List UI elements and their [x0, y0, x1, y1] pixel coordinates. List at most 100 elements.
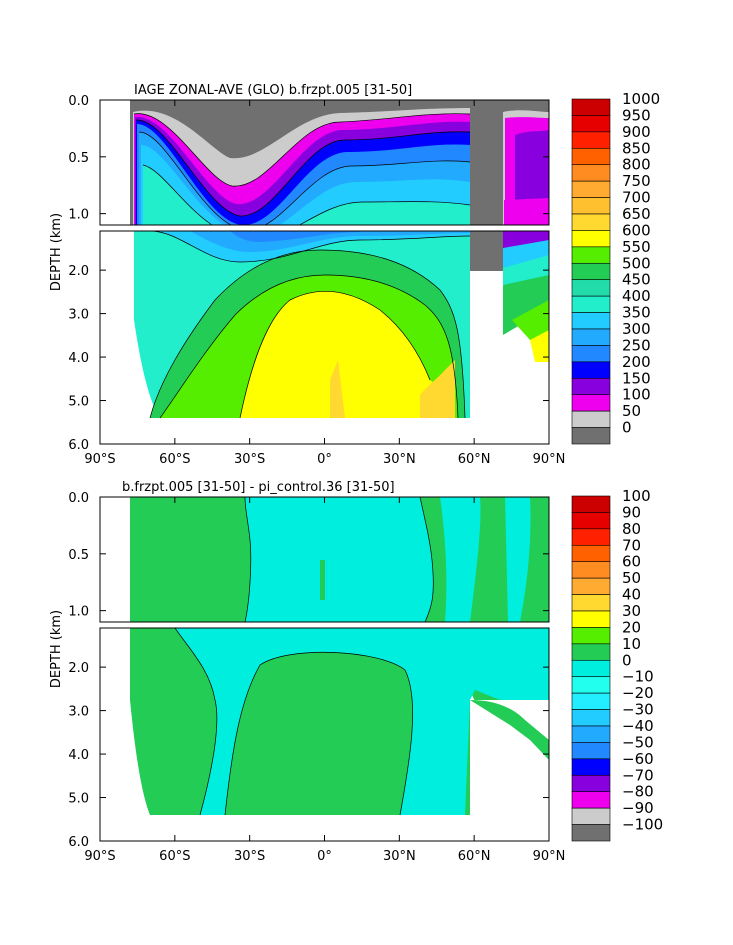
- legend-level-label: 150: [622, 369, 651, 387]
- panel-1-legend: 1000950900850800750700650600550500450400…: [571, 90, 660, 445]
- legend-level-label: −80: [622, 783, 654, 801]
- x-tick-label: 30°S: [234, 849, 265, 864]
- legend-level-label: 850: [622, 139, 651, 157]
- legend-level-label: 900: [622, 123, 651, 141]
- legend-swatch: [571, 495, 611, 513]
- x-tick-label: 60°S: [159, 452, 190, 467]
- legend-swatch: [571, 742, 611, 760]
- legend-swatch: [571, 774, 611, 793]
- legend-level-label: 50: [622, 569, 641, 587]
- legend-swatch: [571, 262, 611, 281]
- legend-level-label: 650: [622, 205, 651, 223]
- legend-swatch: [571, 345, 611, 363]
- y-tick-label: 5.0: [68, 792, 89, 807]
- legend-level-label: 300: [622, 320, 651, 338]
- y-axis-label: DEPTH (km): [49, 213, 64, 291]
- legend-level-label: 700: [622, 189, 651, 207]
- legend-swatch: [571, 147, 611, 166]
- legend-swatch: [571, 279, 611, 297]
- y-axis-label: DEPTH (km): [49, 610, 64, 688]
- legend-level-label: 450: [622, 271, 651, 289]
- legend-level-label: −10: [622, 668, 654, 686]
- panel-1-lower-field: [100, 231, 549, 444]
- x-tick-label: 0°: [317, 452, 332, 467]
- legend-level-label: 10: [622, 635, 641, 653]
- legend-level-label: 400: [622, 287, 651, 305]
- legend-level-label: 350: [622, 304, 651, 322]
- legend-level-label: 100: [622, 386, 651, 404]
- x-tick-label: 60°N: [458, 452, 491, 467]
- y-tick-label: 6.0: [68, 835, 89, 850]
- panel-2: b.frzpt.005 [31-50] - pi_control.36 [31-…: [49, 480, 663, 864]
- legend-level-label: −40: [622, 717, 654, 735]
- y-tick-label: 0.0: [68, 94, 89, 109]
- legend-level-label: 250: [622, 336, 651, 354]
- legend-level-label: 40: [622, 586, 641, 604]
- y-tick-label: 3.0: [68, 705, 89, 720]
- y-tick-label: 1.0: [68, 605, 89, 620]
- legend-swatch: [571, 577, 611, 595]
- legend-swatch: [571, 561, 611, 579]
- y-tick-label: 0.5: [68, 151, 89, 166]
- y-tick-label: 2.0: [68, 661, 89, 676]
- legend-level-label: 20: [622, 618, 641, 636]
- legend-swatch: [571, 725, 611, 743]
- legend-swatch: [571, 807, 611, 825]
- y-tick-label: 0.0: [68, 491, 89, 506]
- x-tick-label: 60°N: [458, 849, 491, 864]
- legend-level-label: 70: [622, 536, 641, 554]
- x-tick-label: 90°S: [84, 849, 115, 864]
- legend-swatch: [571, 98, 611, 116]
- legend-swatch: [571, 427, 611, 445]
- y-tick-label: 6.0: [68, 438, 89, 453]
- legend-swatch: [571, 295, 611, 313]
- x-tick-label: 90°N: [533, 452, 566, 467]
- legend-swatch: [571, 659, 611, 678]
- legend-swatch: [571, 230, 611, 248]
- legend-level-label: 90: [622, 503, 641, 521]
- legend-level-label: 500: [622, 254, 651, 272]
- legend-level-label: 80: [622, 520, 641, 538]
- panel-2-lower-field: [100, 628, 549, 841]
- y-tick-label: 4.0: [68, 748, 89, 763]
- legend-swatch: [571, 676, 611, 694]
- legend-level-label: −60: [622, 750, 654, 768]
- legend-level-label: 100: [622, 487, 651, 505]
- legend-swatch: [571, 213, 611, 231]
- legend-level-label: 950: [622, 106, 651, 124]
- x-tick-label: 30°N: [383, 452, 416, 467]
- panel-1-title: IAGE ZONAL-AVE (GLO) b.frzpt.005 [31-50]: [134, 83, 412, 98]
- y-tick-label: 3.0: [68, 308, 89, 323]
- x-tick-label: 60°S: [159, 849, 190, 864]
- y-tick-label: 0.5: [68, 548, 89, 563]
- legend-swatch: [571, 197, 611, 215]
- legend-swatch: [571, 643, 611, 661]
- legend-swatch: [571, 610, 611, 628]
- y-tick-label: 2.0: [68, 264, 89, 279]
- panel-2-title: b.frzpt.005 [31-50] - pi_control.36 [31-…: [122, 480, 395, 495]
- legend-swatch: [571, 758, 611, 776]
- legend-level-label: −30: [622, 701, 654, 719]
- y-tick-label: 5.0: [68, 395, 89, 410]
- legend-swatch: [571, 312, 611, 330]
- x-tick-label: 30°S: [234, 452, 265, 467]
- panel-2-axes: 90°S 60°S 30°S 0° 30°N 60°N 90°N 0.0 0.5 1.0 2.0 3.…: [49, 491, 565, 864]
- legend-swatch: [571, 544, 611, 563]
- panel-1-upper-field: [100, 100, 549, 225]
- legend-level-label: −20: [622, 684, 654, 702]
- legend-level-label: 30: [622, 602, 641, 620]
- legend-swatch: [571, 692, 611, 710]
- legend-swatch: [571, 410, 611, 428]
- y-tick-label: 4.0: [68, 351, 89, 366]
- legend-swatch: [571, 361, 611, 379]
- x-tick-label: 90°S: [84, 452, 115, 467]
- x-tick-label: 30°N: [383, 849, 416, 864]
- legend-swatch: [571, 328, 611, 346]
- legend-level-label: −50: [622, 733, 654, 751]
- legend-level-label: 550: [622, 238, 651, 256]
- legend-swatch: [571, 180, 611, 198]
- legend-swatch: [571, 594, 611, 612]
- panel-2-legend: 1009080706050403020100−10−20−30−40−50−60…: [571, 487, 663, 842]
- legend-level-label: 750: [622, 172, 651, 190]
- legend-level-label: 1000: [622, 90, 660, 108]
